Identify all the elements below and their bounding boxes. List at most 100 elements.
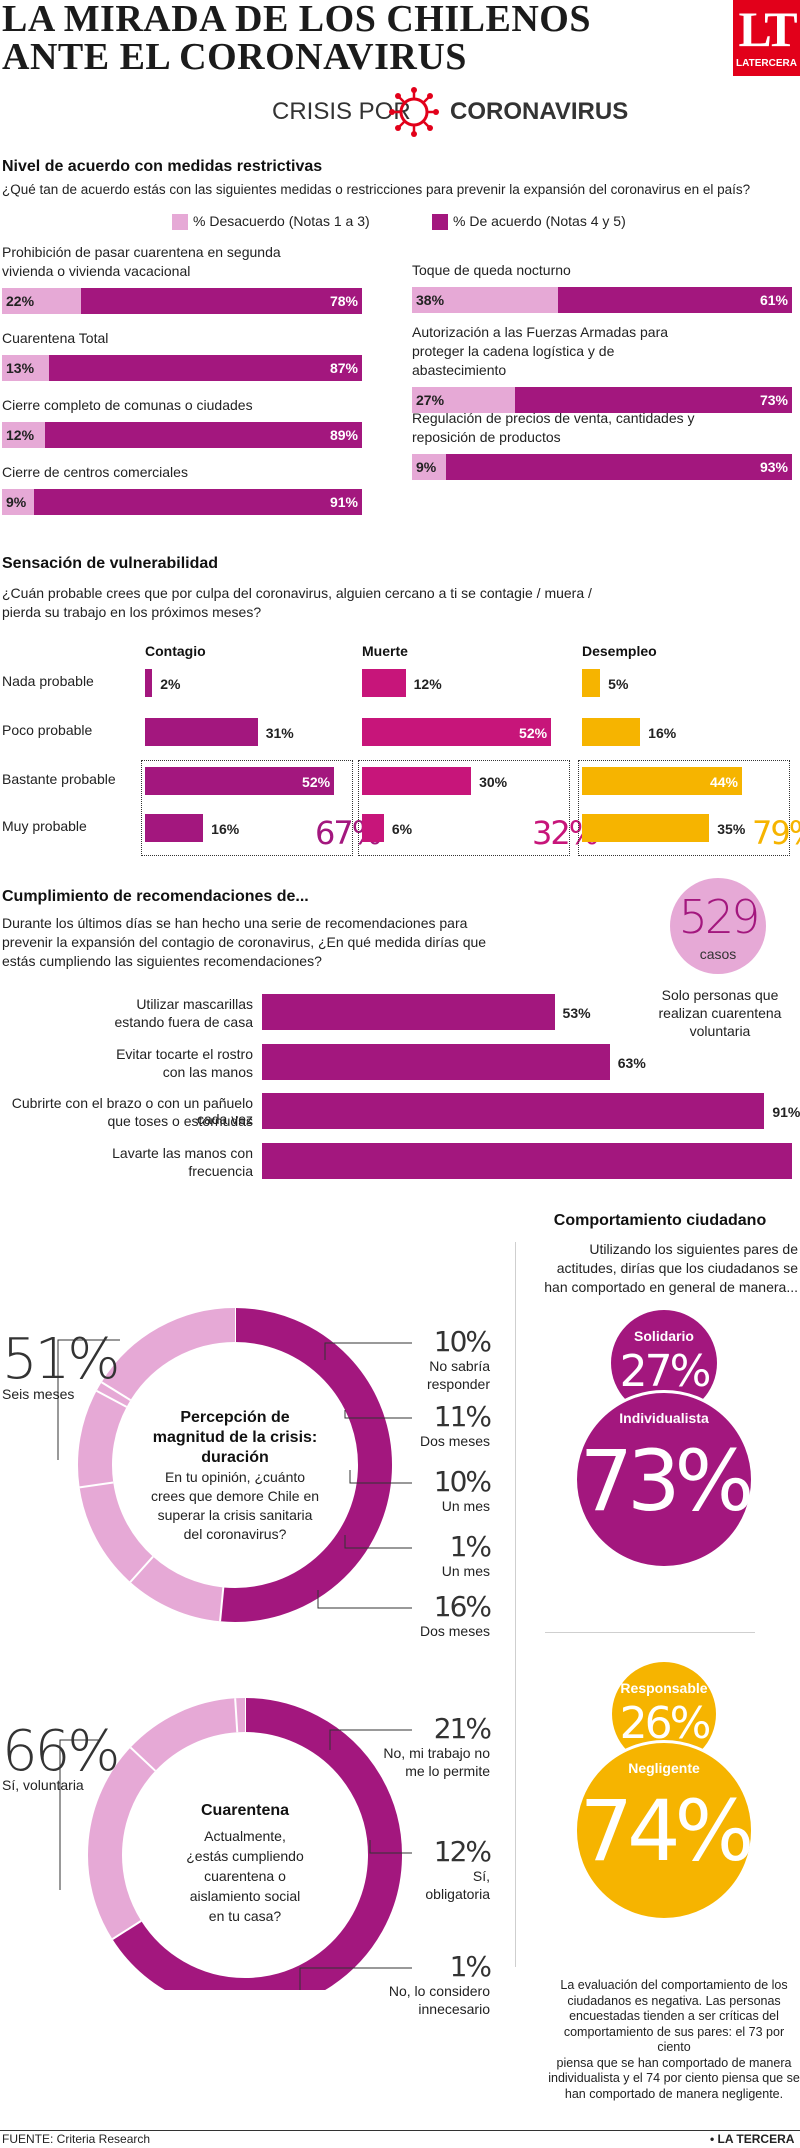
section3-question-line1: Durante los últimos días se han hecho un… bbox=[2, 915, 468, 931]
bar-disagree bbox=[2, 489, 35, 515]
donut2-slice bbox=[88, 1747, 156, 1940]
vulnerability-bar bbox=[362, 767, 472, 795]
agree-value: 93% bbox=[759, 459, 788, 475]
cases-note-line2: realizan cuarentena bbox=[658, 1005, 782, 1021]
agreement-item-label: Cierre de centros comerciales bbox=[2, 464, 188, 480]
donut1-item-pct: 10% bbox=[433, 1465, 492, 1498]
vulnerability-bar bbox=[582, 669, 601, 697]
behavior-value: 27% bbox=[619, 1346, 712, 1397]
section4-question-line2: actitudes, dirías que los ciudadanos se bbox=[556, 1260, 798, 1276]
agreement-item-label: Toque de queda nocturno bbox=[412, 262, 571, 278]
footnote-line6: individualista y el 74 por ciento piensa… bbox=[548, 2071, 800, 2085]
agree-value: 73% bbox=[759, 392, 788, 408]
crisis-banner: CRISIS POR bbox=[272, 98, 411, 126]
section3-question-line3: estás cumpliendo las siguientes recomend… bbox=[2, 953, 322, 969]
donut1-separator bbox=[219, 1587, 225, 1622]
legend-swatch-disagree bbox=[172, 214, 188, 230]
donut1-slice bbox=[96, 1382, 131, 1408]
footer-brand: • LA TERCERA bbox=[710, 2132, 795, 2146]
vulnerability-column-title: Desempleo bbox=[582, 643, 657, 659]
vulnerability-value: 16% bbox=[211, 821, 240, 837]
disagree-value: 27% bbox=[416, 392, 445, 408]
donut1-item-pct: 10% bbox=[433, 1325, 492, 1358]
footnote-line2: ciudadanos es negativa. Las personas bbox=[567, 1993, 781, 2008]
cases-note: Solo personas que realizan cuarentena vo… bbox=[640, 986, 800, 1040]
bar-agree bbox=[557, 287, 792, 313]
donut2-item-label: obligatoria bbox=[425, 1886, 490, 1902]
vulnerability-value: 52% bbox=[302, 774, 331, 790]
donut1-item-label: Un mes bbox=[441, 1563, 490, 1579]
section4-question: Utilizando los siguientes pares de actit… bbox=[500, 1240, 798, 1297]
donut1-slice bbox=[220, 1308, 392, 1622]
donut1-question: En tu opinión, ¿cuánto crees que demore … bbox=[140, 1468, 330, 1544]
donut1-main-label: Seis meses bbox=[2, 1386, 75, 1402]
donut1-item-pct: 11% bbox=[433, 1400, 492, 1433]
probable-group-box bbox=[358, 760, 570, 856]
donut1-item-pct: 16% bbox=[433, 1590, 492, 1623]
behavior-label: Solidario bbox=[634, 1328, 694, 1344]
agreement-item-label: Autorización a las Fuerzas Armadas para bbox=[412, 324, 669, 340]
donut1-separator bbox=[129, 1556, 154, 1583]
bar-disagree bbox=[2, 422, 45, 448]
agreement-item-label: Prohibición de pasar cuarentena en segun… bbox=[2, 244, 281, 260]
crisis-prefix: CRISIS POR bbox=[272, 98, 411, 125]
recommendation-label: estando fuera de casa bbox=[114, 1014, 253, 1030]
la-tercera-logo: LT LATERCERA bbox=[733, 0, 800, 76]
donut1-item-pct: 1% bbox=[449, 1530, 492, 1563]
probable-group-box bbox=[141, 760, 353, 856]
behavior-value: 74% bbox=[579, 1782, 755, 1881]
legend-swatch-agree bbox=[432, 214, 448, 230]
donut1-separator bbox=[101, 1381, 132, 1402]
donut2-item-label: innecesario bbox=[418, 2001, 490, 2017]
behavior-label: Negligente bbox=[628, 1760, 700, 1777]
section3-title: Cumplimiento de recomendaciones de... bbox=[2, 888, 309, 905]
donut2-separator bbox=[234, 1698, 239, 1733]
behavior-separator bbox=[545, 1632, 755, 1633]
donut1-title-line1: Percepción de bbox=[180, 1409, 290, 1426]
section1-title: Nivel de acuerdo con medidas restrictiva… bbox=[2, 158, 323, 175]
bar-disagree bbox=[412, 454, 446, 480]
disagree-value: 22% bbox=[6, 293, 35, 309]
footnote-line1: La evaluación del comportamiento de los bbox=[560, 1978, 788, 1992]
donut1-item-leader bbox=[317, 1590, 412, 1609]
section4-divider bbox=[515, 1242, 516, 1967]
agree-value: 91% bbox=[329, 494, 358, 510]
cases-number: 529 bbox=[678, 890, 761, 944]
vulnerability-column-title: Contagio bbox=[145, 643, 206, 659]
footnote-line5: piensa que se han comportado de manera bbox=[556, 2055, 792, 2070]
recommendation-label: Lavarte las manos con bbox=[112, 1145, 253, 1161]
donut2-slice bbox=[112, 1698, 402, 1990]
bar-disagree bbox=[2, 288, 82, 314]
agreement-item-label: Regulación de precios de venta, cantidad… bbox=[412, 410, 695, 426]
title-line-2: ANTE EL CORONAVIRUS bbox=[2, 36, 467, 78]
logo-letters: LT bbox=[738, 1, 797, 57]
vulnerability-value: 44% bbox=[709, 774, 738, 790]
cases-bubble bbox=[670, 878, 766, 974]
vulnerability-bar bbox=[145, 767, 335, 795]
donut2-main-pct: 66% bbox=[2, 1719, 120, 1784]
vulnerability-value: 2% bbox=[160, 676, 181, 692]
cases-note-line1: Solo personas que bbox=[661, 987, 779, 1003]
vulnerability-value: 12% bbox=[413, 676, 442, 692]
logo-subtitle: LATERCERA bbox=[736, 58, 797, 69]
footnote-line4: comportamiento de sus pares: el 73 por c… bbox=[563, 2024, 785, 2055]
footer-source: FUENTE: Criteria Research bbox=[2, 2132, 151, 2146]
disagree-value: 9% bbox=[416, 459, 437, 475]
agreement-item-label: Cuarentena Total bbox=[2, 330, 109, 346]
vulnerability-bar bbox=[145, 814, 204, 842]
recommendation-value: 63% bbox=[617, 1055, 646, 1071]
recommendation-label: con las manos bbox=[162, 1064, 253, 1080]
disagree-value: 9% bbox=[6, 494, 27, 510]
vulnerability-bar bbox=[582, 718, 641, 746]
crisis-word: CORONAVIRUS bbox=[450, 98, 629, 125]
bar-agree bbox=[445, 454, 792, 480]
donut2-separator bbox=[111, 1920, 142, 1940]
donut2-body-line3: cuarentena o bbox=[204, 1868, 286, 1884]
vulnerability-bar bbox=[362, 669, 406, 697]
donut1-separator bbox=[79, 1481, 114, 1489]
donut2-item-label: No, mi trabajo no bbox=[383, 1745, 490, 1761]
behavior-bubble-large bbox=[574, 1390, 754, 1570]
vulnerability-bar bbox=[145, 718, 258, 746]
agreement-item-label: reposición de productos bbox=[412, 429, 561, 445]
recommendation-label: Utilizar mascarillas bbox=[136, 996, 253, 1012]
